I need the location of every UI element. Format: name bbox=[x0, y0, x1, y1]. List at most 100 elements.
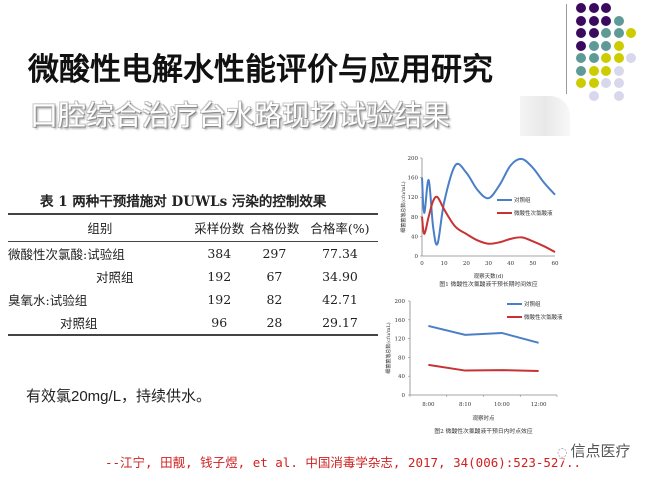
svg-text:120: 120 bbox=[408, 195, 419, 201]
slide-subtitle: 口腔综合治疗台水路现场试验结果 bbox=[30, 99, 451, 132]
cell-samples: 192 bbox=[207, 292, 232, 307]
figure-2-chart: 0 40 80 120 160 200 8:00 8:10 10:00 12:00 观察时点 细菌菌落… bbox=[385, 299, 563, 435]
cell-rate: 77.34 bbox=[322, 246, 358, 261]
svg-text:80: 80 bbox=[398, 355, 405, 361]
decor-dot bbox=[576, 65, 586, 76]
table-caption: 表 1 两种干预措施对 DUWLs 污染的控制效果 bbox=[40, 194, 327, 210]
decor-dot bbox=[576, 53, 586, 63]
svg-text:40: 40 bbox=[398, 374, 405, 380]
decor-dot bbox=[613, 78, 624, 88]
decor-dot bbox=[576, 28, 586, 38]
cell-samples: 96 bbox=[191, 311, 247, 336]
cell-group: 微酸性次氯酸:试验组 bbox=[8, 247, 125, 262]
svg-text:0: 0 bbox=[420, 261, 424, 267]
decor-dot bbox=[626, 28, 636, 38]
svg-text:微酸性次氯酸液: 微酸性次氯酸液 bbox=[524, 313, 563, 321]
watermark: ◌ 信点医疗 bbox=[557, 440, 631, 461]
svg-text:观察天数(d): 观察天数(d) bbox=[474, 272, 504, 280]
svg-text:12:00: 12:00 bbox=[531, 402, 547, 408]
slide-title: 微酸性电解水性能评价与应用研究 bbox=[28, 52, 493, 88]
figure-1-chart: 0 40 80 120 160 200 0 10 20 30 40 50 60 观察天数(d) 细菌菌落总数… bbox=[400, 156, 559, 288]
decor-dot bbox=[601, 53, 611, 63]
figure-1-long-term-effect: 0 40 80 120 160 200 0 10 20 30 40 50 60 观察天数(d) 细菌菌落总数… bbox=[372, 148, 572, 292]
decor-dot bbox=[626, 53, 636, 63]
svg-text:160: 160 bbox=[395, 318, 406, 324]
svg-text:200: 200 bbox=[408, 156, 419, 162]
decor-dot bbox=[613, 15, 624, 26]
decor-dot bbox=[588, 78, 599, 88]
decor-dot bbox=[588, 53, 599, 63]
decor-dot bbox=[588, 3, 599, 13]
decor-dot bbox=[588, 40, 599, 51]
col-header-qualified: 合格份数 bbox=[246, 213, 302, 242]
decor-dot bbox=[601, 65, 611, 76]
decor-dot bbox=[588, 65, 599, 76]
citation: --江宁, 田靓, 钱子煜, et al. 中国消毒学杂志, 2017, 34(… bbox=[105, 455, 582, 470]
decor-dot bbox=[576, 15, 586, 26]
blurred-region bbox=[520, 96, 570, 136]
svg-text:80: 80 bbox=[411, 215, 418, 221]
svg-text:200: 200 bbox=[395, 299, 406, 305]
cell-qualified: 297 bbox=[262, 246, 287, 261]
table-header-row: 组别 采样份数 合格份数 合格率(%) bbox=[8, 213, 378, 242]
cell-qualified: 28 bbox=[246, 311, 302, 336]
watermark-text: 信点医疗 bbox=[570, 442, 631, 460]
table-row: 对照组 96 28 29.17 bbox=[8, 311, 378, 336]
svg-text:对照组: 对照组 bbox=[514, 196, 531, 204]
decor-dot bbox=[613, 65, 624, 76]
svg-text:120: 120 bbox=[395, 337, 406, 343]
svg-text:观察时点: 观察时点 bbox=[472, 414, 495, 422]
svg-text:微酸性次氯酸液: 微酸性次氯酸液 bbox=[514, 209, 553, 217]
svg-text:10:00: 10:00 bbox=[494, 402, 510, 408]
concentration-note: 有效氯20mg/L，持续供水。 bbox=[26, 388, 212, 405]
col-header-samples: 采样份数 bbox=[191, 213, 247, 242]
decor-dot bbox=[601, 78, 611, 88]
cell-group: 对照组 bbox=[96, 270, 134, 285]
title-divider-line bbox=[566, 4, 567, 94]
decor-dot bbox=[601, 3, 611, 13]
svg-text:60: 60 bbox=[552, 261, 559, 267]
svg-text:图1 微酸性次氯酸液干预长期时间效应: 图1 微酸性次氯酸液干预长期时间效应 bbox=[439, 280, 537, 288]
svg-text:图2 微酸性次氯酸液干预日内时点效应: 图2 微酸性次氯酸液干预日内时点效应 bbox=[434, 427, 532, 435]
decor-dot bbox=[576, 40, 586, 51]
col-header-rate: 合格率(%) bbox=[302, 213, 378, 242]
svg-text:20: 20 bbox=[463, 261, 470, 267]
decor-dot bbox=[576, 78, 586, 88]
decor-dot bbox=[613, 28, 624, 38]
svg-text:0: 0 bbox=[415, 254, 419, 260]
svg-text:细菌菌落总数(cfu/mL): 细菌菌落总数(cfu/mL) bbox=[400, 181, 407, 233]
table-row: 对照组 192 67 34.90 bbox=[8, 265, 378, 288]
cell-qualified: 67 bbox=[266, 269, 283, 284]
svg-text:8:00: 8:00 bbox=[422, 402, 435, 408]
decor-dot bbox=[613, 53, 624, 63]
svg-text:50: 50 bbox=[529, 261, 536, 267]
decor-dot bbox=[613, 40, 624, 51]
svg-text:10: 10 bbox=[441, 261, 448, 267]
decor-dot bbox=[613, 90, 624, 101]
col-header-group: 组别 bbox=[8, 213, 192, 242]
decor-dot bbox=[601, 40, 611, 51]
decor-dot bbox=[588, 15, 599, 26]
table-row: 微酸性次氯酸:试验组 384 297 77.34 bbox=[8, 242, 378, 266]
cell-samples: 384 bbox=[207, 246, 232, 261]
svg-text:8:10: 8:10 bbox=[459, 402, 472, 408]
cell-qualified: 82 bbox=[266, 292, 283, 307]
cell-rate: 42.71 bbox=[322, 292, 358, 307]
decor-dot bbox=[601, 15, 611, 26]
figure-2-intraday-effect: 0 40 80 120 160 200 8:00 8:10 10:00 12:00 观察时点 细菌菌落… bbox=[372, 290, 572, 442]
svg-text:对照组: 对照组 bbox=[524, 300, 541, 308]
svg-text:40: 40 bbox=[411, 234, 418, 240]
cell-rate: 29.17 bbox=[302, 311, 378, 336]
svg-text:160: 160 bbox=[408, 176, 419, 182]
results-table: 组别 采样份数 合格份数 合格率(%) 微酸性次氯酸:试验组 384 297 7… bbox=[8, 213, 378, 336]
wechat-icon: ◌ bbox=[557, 445, 568, 459]
svg-text:细菌菌落总数(cfu/mL): 细菌菌落总数(cfu/mL) bbox=[385, 322, 392, 374]
cell-group: 臭氧水:试验组 bbox=[8, 293, 88, 308]
cell-rate: 34.90 bbox=[322, 269, 358, 284]
svg-text:30: 30 bbox=[485, 261, 492, 267]
decor-dot bbox=[601, 28, 611, 38]
svg-text:0: 0 bbox=[402, 393, 406, 399]
svg-text:40: 40 bbox=[507, 261, 514, 267]
table-row: 臭氧水:试验组 192 82 42.71 bbox=[8, 288, 378, 311]
decor-dot bbox=[588, 90, 599, 101]
